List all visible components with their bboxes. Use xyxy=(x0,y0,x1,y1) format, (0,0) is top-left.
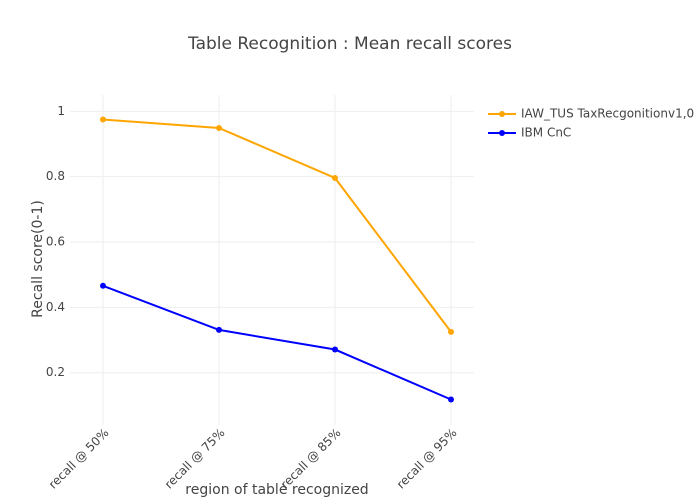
x-tick-label: recall @ 50% xyxy=(46,426,112,492)
data-point xyxy=(332,346,338,353)
data-point xyxy=(100,282,106,289)
data-point xyxy=(448,396,454,403)
y-tick-label: 1 xyxy=(57,104,65,118)
legend-marker xyxy=(499,130,505,136)
y-tick-label: 0.2 xyxy=(46,365,65,379)
data-point xyxy=(216,125,222,131)
chart-title: Table Recognition : Mean recall scores xyxy=(187,34,512,54)
x-tick-label: recall @ 95% xyxy=(394,426,460,492)
series-line xyxy=(102,118,452,333)
data-point xyxy=(100,116,106,123)
legend-marker xyxy=(499,111,505,117)
legend-label: IBM CnC xyxy=(521,126,571,140)
legend-item: IBM CnC xyxy=(488,126,571,140)
data-point xyxy=(332,174,338,181)
series-line xyxy=(102,284,452,401)
y-tick-label: 0.6 xyxy=(46,235,65,249)
legend-label: IAW_TUS TaxRecgonitionv1,0 xyxy=(521,107,694,121)
y-axis-title: Recall score(0-1) xyxy=(30,200,46,318)
x-axis-title: region of table recognized xyxy=(185,482,368,498)
legend-item: IAW_TUS TaxRecgonitionv1,0 xyxy=(488,107,694,121)
data-point xyxy=(216,326,222,333)
data-point xyxy=(448,328,454,335)
y-tick-label: 0.4 xyxy=(46,300,65,314)
y-tick-label: 0.8 xyxy=(46,169,65,183)
